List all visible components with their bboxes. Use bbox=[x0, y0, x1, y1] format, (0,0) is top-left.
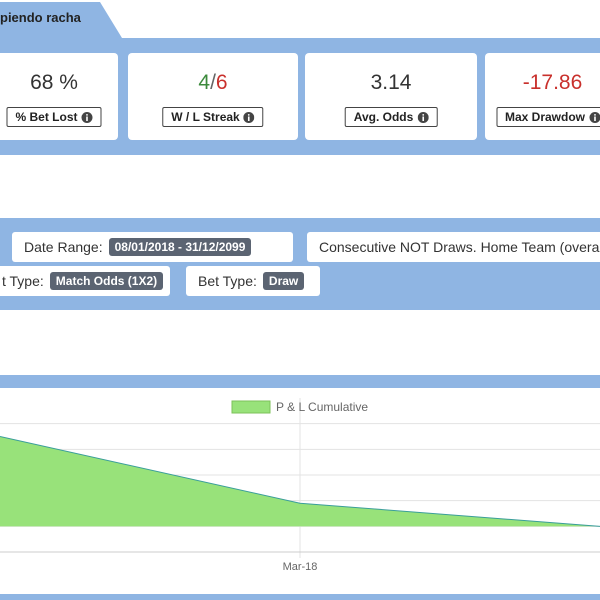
x-tick-label: Mar-18 bbox=[283, 561, 318, 573]
info-icon[interactable] bbox=[417, 111, 429, 123]
filter-box[interactable]: Date Range: 08/01/2018 - 31/12/2099 bbox=[12, 232, 293, 262]
stat-card: 4/6 W / L Streak bbox=[128, 53, 298, 140]
stat-label-text: W / L Streak bbox=[171, 110, 240, 124]
filter-badge: Draw bbox=[262, 272, 305, 290]
stat-label[interactable]: % Bet Lost bbox=[6, 107, 102, 127]
tab-shape bbox=[0, 2, 122, 38]
stat-value: -17.86 bbox=[522, 71, 583, 94]
stat-card: 3.14 Avg. Odds bbox=[305, 53, 477, 140]
stat-label-text: % Bet Lost bbox=[15, 110, 78, 124]
stat-value: 3.14 bbox=[370, 71, 412, 94]
stat-label[interactable]: W / L Streak bbox=[162, 107, 264, 127]
stat-value-part: 4 bbox=[198, 71, 211, 94]
filter-label: t Type: bbox=[2, 273, 44, 289]
legend-label: P & L Cumulative bbox=[276, 400, 368, 414]
filter-box[interactable]: Bet Type: Draw bbox=[186, 266, 320, 296]
stat-value: 4/6 bbox=[128, 71, 298, 95]
filter-box[interactable]: t Type: Match Odds (1X2) bbox=[0, 266, 170, 296]
tab-label[interactable]: piendo racha bbox=[0, 10, 81, 25]
filter-badge: 08/01/2018 - 31/12/2099 bbox=[108, 238, 252, 256]
stat-label-text: Max Drawdow bbox=[504, 110, 586, 124]
area bbox=[0, 436, 600, 527]
stat-value-part: / bbox=[210, 71, 216, 94]
info-icon[interactable] bbox=[589, 111, 600, 123]
stat-card: -17.86 Max Drawdow bbox=[485, 53, 600, 140]
line bbox=[0, 436, 600, 527]
filter-label: Bet Type: bbox=[198, 273, 257, 289]
info-icon[interactable] bbox=[243, 111, 255, 123]
stat-label[interactable]: Max Drawdow bbox=[495, 107, 600, 127]
stat-value-part: 6 bbox=[215, 71, 228, 94]
legend-swatch bbox=[231, 400, 271, 414]
stat-card: 68 % % Bet Lost bbox=[0, 53, 118, 140]
stat-label[interactable]: Avg. Odds bbox=[344, 107, 438, 127]
filter-box[interactable]: Consecutive NOT Draws. Home Team (overal… bbox=[307, 232, 600, 262]
stat-value: 68 % bbox=[30, 71, 78, 94]
chart: Mar-18 P & L Cumulative bbox=[0, 398, 600, 573]
filter-badge: Match Odds (1X2) bbox=[49, 272, 164, 290]
filter-label: Date Range: bbox=[24, 239, 103, 255]
stat-label-text: Avg. Odds bbox=[353, 110, 414, 124]
filter-label: Consecutive NOT Draws. Home Team (overal… bbox=[319, 239, 600, 255]
info-icon[interactable] bbox=[81, 111, 93, 123]
